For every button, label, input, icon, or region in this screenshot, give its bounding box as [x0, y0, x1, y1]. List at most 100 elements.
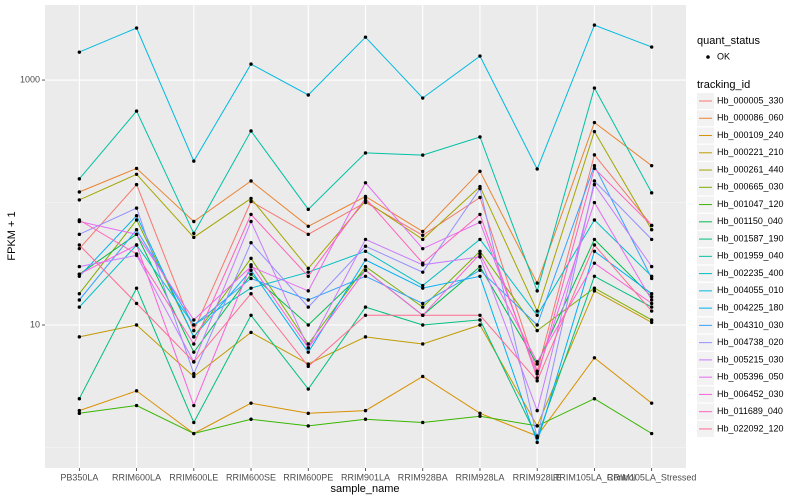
data-point: [249, 313, 253, 318]
data-point: [249, 199, 253, 204]
data-point: [134, 26, 139, 30]
data-point: [77, 298, 82, 302]
data-point: [649, 301, 654, 306]
legend-label: Hb_000109_240: [717, 130, 784, 140]
data-point: [134, 232, 139, 237]
axes: 10 1000 PB350LA RRIM600LA RRIM600LE RRIM600SE…: [20, 74, 696, 482]
data-point: [592, 286, 597, 290]
data-point: [249, 219, 253, 224]
x-tick-label: RRIM600SE: [226, 472, 276, 482]
data-point: [77, 243, 82, 247]
data-point: [478, 318, 482, 322]
data-point: [249, 292, 253, 296]
data-point: [306, 93, 310, 97]
data-point: [535, 167, 539, 171]
legend-label: Hb_005215_030: [717, 354, 784, 364]
legend-title: tracking_id: [697, 79, 750, 91]
data-point: [421, 342, 425, 346]
data-point: [478, 186, 482, 191]
data-point: [192, 374, 196, 379]
data-point: [592, 218, 597, 222]
data-point: [535, 289, 539, 293]
data-point: [192, 403, 196, 408]
legend-label: Hb_001959_040: [717, 251, 784, 261]
data-point: [535, 313, 539, 318]
data-point: [134, 243, 139, 247]
points: [77, 23, 654, 445]
data-point: [363, 264, 368, 269]
data-point: [192, 318, 196, 322]
legend-point-key: [706, 55, 710, 59]
data-point: [363, 199, 368, 203]
data-point: [363, 274, 368, 278]
data-point: [306, 232, 310, 237]
data-point: [306, 387, 310, 391]
data-point: [77, 305, 82, 309]
data-point: [649, 295, 654, 299]
data-point: [535, 281, 539, 285]
data-point: [363, 313, 368, 318]
data-point: [306, 323, 310, 327]
data-point: [363, 408, 368, 413]
data-point: [421, 323, 425, 327]
data-point: [192, 342, 196, 346]
data-point: [77, 50, 82, 54]
y-axis-title: FPKM + 1: [6, 211, 18, 260]
data-point: [535, 424, 539, 428]
data-point: [192, 420, 196, 425]
legend-label: Hb_004310_030: [717, 320, 784, 330]
data-point: [421, 374, 425, 379]
data-point: [134, 323, 139, 327]
data-point: [249, 272, 253, 276]
data-point: [77, 397, 82, 401]
data-point: [249, 212, 253, 217]
data-point: [306, 274, 310, 278]
legend-label: Hb_006452_030: [717, 389, 784, 399]
legend-label: Hb_004055_010: [717, 285, 784, 295]
data-point: [592, 166, 597, 171]
data-point: [649, 191, 654, 195]
data-point: [249, 401, 253, 405]
data-point: [421, 301, 425, 306]
data-point: [592, 261, 597, 265]
data-point: [592, 182, 597, 187]
data-point: [478, 255, 482, 259]
data-point: [592, 23, 597, 27]
data-point: [363, 35, 368, 39]
data-point: [478, 169, 482, 173]
data-point: [77, 177, 82, 181]
data-point: [478, 54, 482, 58]
data-point: [478, 313, 482, 318]
legend-label: Hb_000086_060: [717, 113, 784, 123]
data-point: [249, 240, 253, 245]
data-point: [363, 151, 368, 155]
data-point: [192, 219, 196, 224]
data-point: [363, 335, 368, 339]
data-point: [306, 424, 310, 428]
data-point: [535, 372, 539, 376]
data-point: [478, 195, 482, 200]
data-point: [134, 286, 139, 290]
data-point: [306, 411, 310, 416]
x-tick-label: RRIM105LA_Control: [553, 472, 636, 482]
data-point: [421, 246, 425, 251]
legend: quant_status tracking_id OK Hb_000005_330…: [697, 35, 784, 437]
data-point: [306, 305, 310, 309]
data-point: [249, 196, 253, 201]
legend-label: Hb_005396_050: [717, 372, 784, 382]
data-point: [535, 436, 539, 440]
data-point: [649, 318, 654, 322]
data-point: [649, 237, 654, 242]
data-point: [306, 350, 310, 354]
data-point: [592, 179, 597, 183]
data-point: [363, 258, 368, 262]
data-point: [478, 220, 482, 224]
data-point: [649, 45, 654, 49]
legend-label: Hb_004738_020: [717, 337, 784, 347]
legend-label: Hb_001047_120: [717, 199, 784, 209]
data-point: [421, 96, 425, 100]
data-point: [535, 440, 539, 445]
data-point: [649, 305, 654, 309]
data-point: [134, 301, 139, 306]
data-point: [363, 196, 368, 201]
